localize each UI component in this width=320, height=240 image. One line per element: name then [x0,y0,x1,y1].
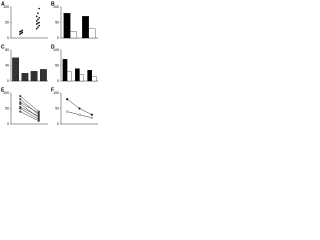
point [38,7,40,10]
panel-label: C [1,44,5,50]
y-tick-label: 40 [5,63,9,67]
bar [67,71,72,82]
y-tick-label: 0 [57,36,59,40]
bar [88,28,96,39]
y-tick-label: 80 [5,48,9,52]
line [20,99,39,115]
point [66,110,69,113]
bar [30,71,38,82]
point [19,31,21,33]
point [19,33,21,36]
y-tick-label: 50 [5,20,9,24]
bar [63,13,71,39]
point [21,31,24,34]
point [37,115,40,118]
point [78,107,81,110]
point [38,21,40,24]
point [66,98,69,101]
point [20,32,22,35]
line [20,103,39,118]
y-tick-label: 50 [55,106,59,110]
bar [91,76,97,82]
point [37,18,39,21]
point [19,102,22,105]
point [37,112,40,115]
point [78,113,81,116]
point [21,29,24,32]
y-tick-label: 50 [55,20,59,24]
point [37,119,40,122]
line [20,102,39,114]
panel-label: F [51,87,54,93]
line [20,106,39,117]
y-tick-label: 0 [7,122,9,126]
point [35,20,38,22]
bar [75,68,80,82]
line [20,111,39,122]
point [38,24,40,27]
y-tick-label: 100 [53,48,59,52]
point [20,30,22,32]
point [38,17,40,19]
point [37,22,39,24]
line [20,108,39,120]
point [37,12,39,14]
point [35,23,38,25]
point [19,107,22,110]
bar [82,16,89,39]
point [35,15,38,18]
y-tick-label: 0 [7,36,9,40]
bar [39,69,47,82]
y-tick-label: 100 [53,5,59,9]
panel-label: A [1,1,5,7]
bar [12,57,20,82]
y-tick-label: 100 [53,91,59,95]
panel-label: B [51,1,55,7]
y-tick-label: 0 [7,79,9,83]
bar [70,31,77,39]
point [19,110,22,113]
line [20,95,39,112]
y-tick-label: 100 [3,91,9,95]
point [90,113,93,116]
panel-label: E [1,87,5,93]
point [35,27,38,30]
point [90,116,93,119]
bar [87,70,92,82]
point [19,98,22,101]
y-tick-label: 0 [57,79,59,83]
panel-label: D [51,44,55,50]
bar [79,74,84,82]
point [37,26,39,28]
y-tick-label: 100 [3,5,9,9]
point [19,95,22,98]
bar [62,59,68,82]
y-tick-label: 0 [57,122,59,126]
y-tick-label: 50 [55,63,59,67]
y-tick-label: 50 [5,106,9,110]
bar [21,73,29,82]
